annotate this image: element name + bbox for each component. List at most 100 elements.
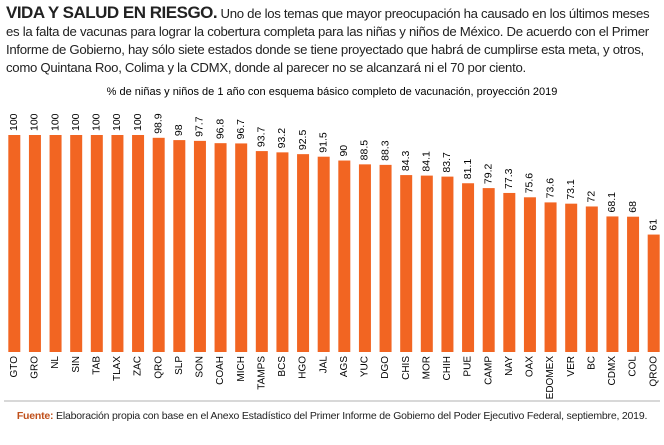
x-tick-label: CHIS	[401, 356, 412, 380]
bar	[235, 143, 248, 352]
x-tick-label: MOR	[421, 356, 432, 379]
value-label: 73.1	[565, 179, 577, 200]
bar	[503, 192, 516, 352]
x-tick-label: DGO	[380, 356, 391, 379]
bar	[441, 176, 454, 352]
value-label: 81.1	[462, 159, 474, 180]
value-label: 97.7	[194, 116, 206, 137]
bar	[193, 140, 206, 352]
x-tick-label: PUE	[463, 356, 474, 377]
value-label: 100	[132, 113, 144, 131]
bar	[70, 135, 83, 352]
value-label: 83.7	[441, 152, 453, 173]
value-label: 73.6	[544, 178, 556, 199]
chart-title: % de niñas y niños de 1 año con esquema …	[107, 86, 558, 98]
bar	[379, 164, 392, 352]
bar	[317, 156, 330, 352]
headline: VIDA Y SALUD EN RIESGO.	[6, 3, 218, 22]
value-label: 98.9	[152, 113, 164, 134]
x-tick-label: SON	[195, 356, 206, 378]
value-label: 72	[586, 191, 598, 203]
value-label: 100	[49, 113, 61, 131]
x-tick-label: NL	[50, 356, 61, 369]
source-label: Fuente:	[16, 410, 54, 422]
x-tick-label: GTO	[9, 356, 20, 378]
value-label: 96.8	[214, 119, 226, 140]
x-tick-label: COAH	[215, 356, 226, 385]
x-tick-label: BC	[586, 356, 597, 370]
value-label: 92.5	[297, 130, 309, 151]
value-label: 93.7	[256, 126, 268, 147]
value-label: 98	[173, 124, 185, 136]
header: VIDA Y SALUD EN RIESGO. Uno de los temas…	[6, 4, 658, 77]
x-tick-label: QROO	[648, 356, 659, 387]
footer: Fuente: Elaboración propia con base en e…	[0, 410, 664, 422]
x-tick-label: AGS	[339, 356, 350, 377]
x-tick-label: GRO	[30, 356, 41, 379]
bar	[358, 164, 371, 352]
bar	[276, 152, 289, 352]
bar	[297, 154, 310, 352]
bar	[627, 216, 640, 352]
x-tick-label: QRO	[153, 356, 164, 379]
value-label: 84.1	[421, 151, 433, 172]
value-label: 79.2	[482, 164, 494, 185]
value-label: 96.7	[235, 119, 247, 140]
x-tick-label: ZAC	[133, 356, 144, 376]
value-label: 61	[647, 219, 659, 231]
x-tick-label: CAMP	[483, 356, 494, 385]
value-label: 88.3	[379, 140, 391, 161]
bar	[544, 202, 557, 352]
bar	[400, 175, 413, 352]
bar	[49, 135, 62, 352]
value-label: 84.3	[400, 150, 412, 171]
x-tick-label: MICH	[236, 356, 247, 382]
bar	[214, 143, 227, 352]
bar	[523, 197, 536, 352]
x-tick-label: NAY	[504, 356, 515, 376]
value-label: 93.2	[276, 128, 288, 149]
x-tick-label: VER	[566, 356, 577, 377]
bar	[606, 216, 619, 352]
x-tick-label: TLAX	[112, 356, 123, 381]
x-tick-label: TAMPS	[256, 356, 267, 390]
x-tick-label: CDMX	[607, 356, 618, 386]
x-tick-label: HGO	[298, 356, 309, 379]
value-label: 91.5	[317, 132, 329, 153]
x-tick-label: YUC	[360, 356, 371, 377]
bar	[8, 135, 21, 352]
x-tick-label: SLP	[174, 356, 185, 375]
bar	[111, 135, 124, 352]
x-tick-label: OAX	[525, 356, 536, 377]
bar	[420, 175, 433, 352]
x-tick-label: COL	[628, 356, 639, 377]
bar	[482, 188, 495, 352]
value-label: 100	[91, 113, 103, 131]
value-label: 75.6	[524, 173, 536, 194]
value-label: 90	[338, 145, 350, 157]
value-label: 88.5	[359, 140, 371, 161]
bar	[585, 206, 598, 352]
value-label: 100	[111, 113, 123, 131]
intro: Uno de los temas que mayor preocupación …	[6, 6, 650, 75]
x-tick-label: JAL	[318, 356, 329, 374]
bar	[462, 183, 475, 352]
value-label: 77.3	[503, 168, 515, 189]
bar	[338, 160, 351, 352]
bar	[647, 234, 660, 352]
bar	[152, 137, 165, 352]
x-tick-label: BCS	[277, 356, 288, 377]
x-tick-label: EDOMEX	[545, 356, 556, 400]
value-label: 100	[29, 113, 41, 131]
x-tick-label: TAB	[91, 356, 102, 375]
value-label: 100	[8, 113, 20, 131]
source: Elaboración propia con base en el Anexo …	[56, 410, 648, 422]
value-label: 100	[70, 113, 82, 131]
bar	[132, 135, 145, 352]
bar	[173, 140, 186, 352]
bar	[28, 135, 41, 352]
value-label: 68.1	[606, 192, 618, 213]
x-tick-label: SIN	[71, 356, 82, 373]
value-label: 68	[627, 201, 639, 213]
